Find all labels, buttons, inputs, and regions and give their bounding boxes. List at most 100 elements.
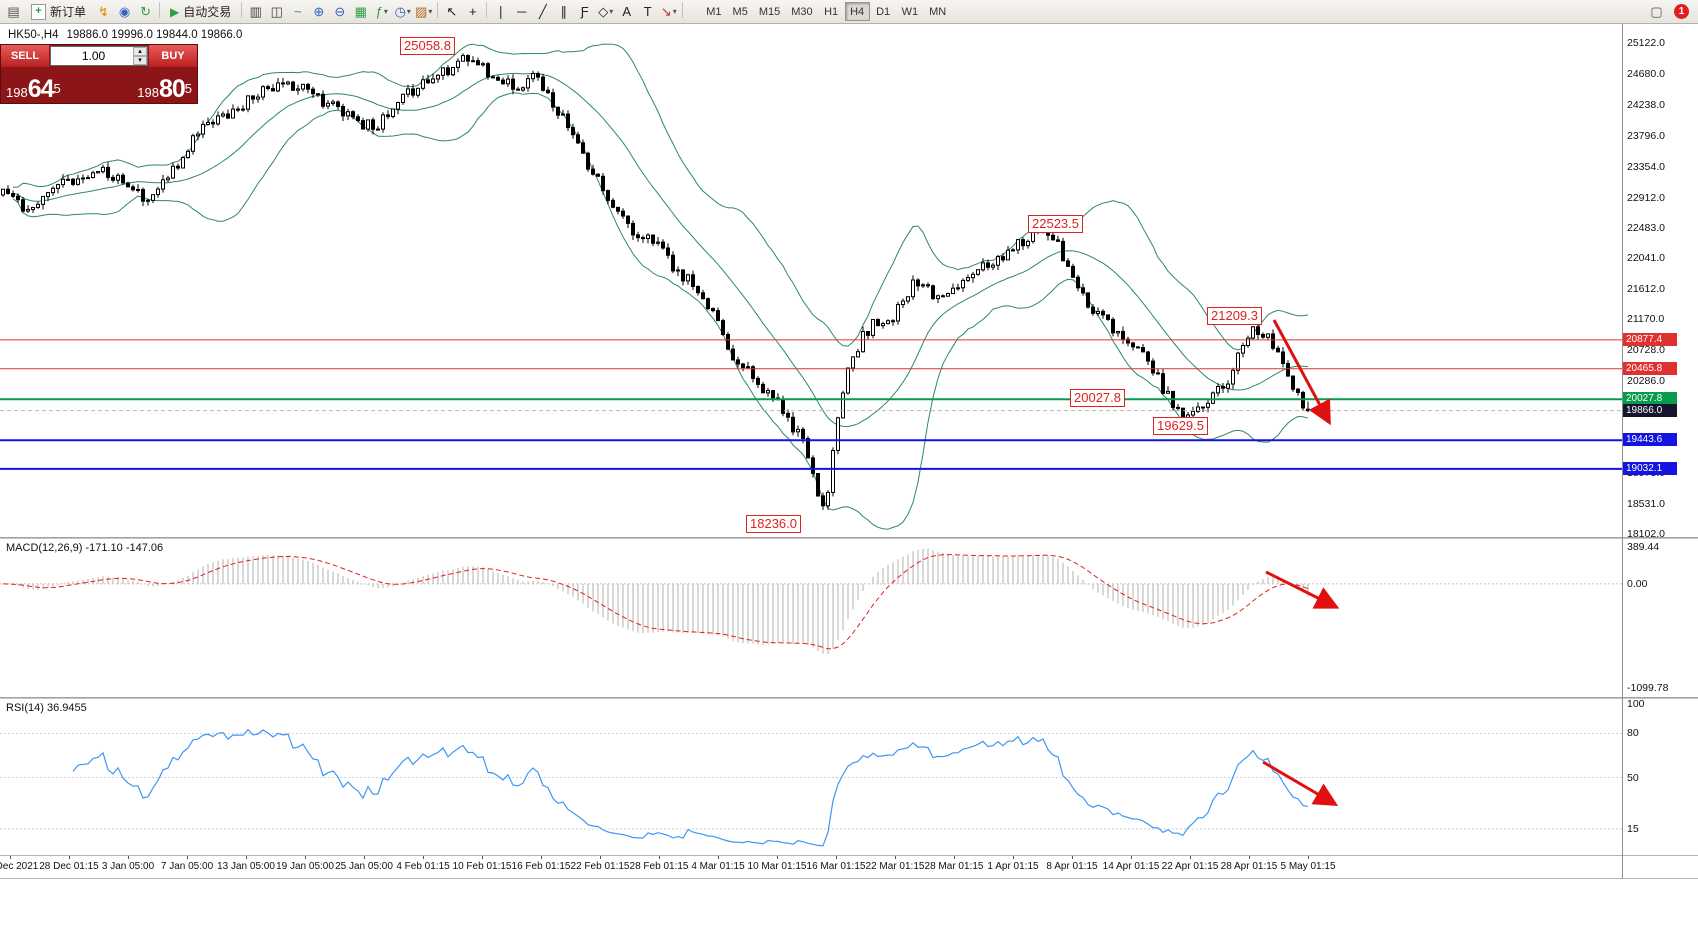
toolbar-separator	[241, 1, 243, 18]
toolbar-separator	[437, 1, 439, 18]
periods-icon[interactable]: ◷ ▾	[394, 3, 411, 19]
time-axis-label: 10 Mar 01:15	[747, 861, 807, 872]
time-axis-tick	[777, 856, 778, 859]
time-axis-tick	[836, 856, 837, 859]
time-axis-tick	[1072, 856, 1073, 859]
time-axis-border	[0, 878, 1698, 879]
time-axis-tick	[482, 856, 483, 859]
price-axis-border	[1622, 24, 1623, 879]
macd-panel: MACD(12,26,9) -171.10 -147.06	[0, 539, 1698, 697]
toolbar-right-cluster: ▢ 1	[1646, 2, 1695, 22]
time-axis-tick	[659, 856, 660, 859]
time-axis-label: 13 Jan 05:00	[217, 861, 275, 872]
label-icon[interactable]: T	[643, 4, 652, 19]
time-axis-tick	[69, 856, 70, 859]
candlestick-mode-icon[interactable]: ◫	[270, 3, 283, 19]
timeframe-w1-button[interactable]: W1	[897, 2, 924, 21]
volume-stepper: ▴ ▾	[133, 47, 147, 65]
dropdown-caret-icon: ▾	[406, 7, 411, 16]
zoom-out-icon[interactable]: ⊖	[334, 3, 346, 19]
time-axis-label: 25 Jan 05:00	[335, 861, 393, 872]
tile-windows-icon[interactable]: ▦	[354, 3, 367, 19]
volume-decrease-button[interactable]: ▾	[133, 56, 147, 65]
price-chart-canvas[interactable]	[0, 24, 1622, 537]
volume-increase-button[interactable]: ▴	[133, 47, 147, 56]
timeframe-h4-button[interactable]: H4	[844, 2, 870, 21]
text-icon[interactable]: A	[622, 4, 632, 19]
timeframe-m15-button[interactable]: M15	[754, 2, 785, 21]
volume-input[interactable]	[51, 47, 136, 65]
trendline-icon[interactable]: ╱	[538, 3, 547, 19]
panel-separator[interactable]	[0, 537, 1698, 539]
time-axis-tick	[187, 856, 188, 859]
time-axis-label: 22 Feb 01:15	[570, 861, 630, 872]
time-axis-tick	[128, 856, 129, 859]
autotrading-play-icon: ▶	[170, 4, 180, 19]
rsi-panel: RSI(14) 36.9455	[0, 699, 1698, 855]
timeframe-m5-button[interactable]: M5	[728, 2, 753, 21]
time-axis-tick	[541, 856, 542, 859]
time-axis-tick	[895, 856, 896, 859]
arrows-icon[interactable]: ↘ ▾	[660, 3, 677, 19]
panel-separator[interactable]	[0, 697, 1698, 699]
timeframe-mn-button[interactable]: MN	[924, 2, 951, 21]
lightning-icon[interactable]: ↯	[98, 3, 109, 19]
bar-chart-mode-icon[interactable]: ▥	[249, 3, 262, 19]
toolbar-separator	[159, 1, 161, 18]
trade-widget-top-row: SELL ▴ ▾ BUY	[1, 45, 197, 67]
accounts-icon[interactable]: ◉	[118, 3, 131, 19]
chart-ohlc-values: 19886.0 19996.0 19844.0 19866.0	[66, 29, 243, 41]
volume-field: ▴ ▾	[50, 46, 148, 66]
rsi-canvas[interactable]	[0, 699, 1622, 855]
shapes-icon[interactable]: ◇ ▾	[598, 3, 614, 19]
refresh-icon[interactable]: ↻	[140, 3, 151, 19]
time-axis-label: 16 Feb 01:15	[511, 861, 571, 872]
autotrading-label: 自动交易	[183, 5, 232, 19]
timeframe-m30-button[interactable]: M30	[786, 2, 817, 21]
time-axis-label: 22 Mar 01:15	[865, 861, 925, 872]
trade-widget-price-row: 198 64 5 198 80 5	[1, 67, 197, 103]
horizontal-line-icon[interactable]: ─	[517, 4, 527, 19]
zoom-in-icon[interactable]: ⊕	[313, 3, 325, 19]
time-axis-label: 4 Mar 01:15	[691, 861, 745, 872]
time-axis-tick	[1013, 856, 1014, 859]
symbol-chart-icon[interactable]: ▤	[7, 3, 20, 19]
time-axis-label: 8 Apr 01:15	[1046, 861, 1098, 872]
dropdown-caret-icon: ▾	[383, 7, 388, 16]
sell-price[interactable]: 198 64 5	[6, 75, 61, 103]
crosshair-icon[interactable]: +	[468, 4, 477, 19]
time-axis-tick	[10, 856, 11, 859]
timeframe-d1-button[interactable]: D1	[871, 2, 896, 21]
toolbar-separator	[682, 1, 684, 18]
new-order-label: 新订单	[50, 5, 87, 19]
templates-icon[interactable]: ▨ ▾	[415, 3, 433, 19]
macd-label: MACD(12,26,9) -171.10 -147.06	[6, 542, 164, 554]
autotrading-button[interactable]: ▶ 自动交易	[164, 2, 237, 22]
timeframe-m1-button[interactable]: M1	[701, 2, 726, 21]
time-axis-label: 5 May 01:15	[1280, 861, 1336, 872]
fibonacci-icon[interactable]: Ƒ	[580, 4, 589, 19]
time-axis-label: 28 Dec 01:15	[39, 861, 99, 872]
time-axis-label: 7 Jan 05:00	[160, 861, 214, 872]
vertical-line-icon[interactable]: ∣	[497, 3, 505, 19]
buy-button[interactable]: BUY	[149, 45, 197, 67]
time-axis-tick	[1249, 856, 1250, 859]
macd-canvas[interactable]	[0, 539, 1622, 697]
new-order-button[interactable]: + 新订单	[25, 2, 92, 22]
time-axis-tick	[600, 856, 601, 859]
line-chart-mode-icon[interactable]: ~	[293, 4, 302, 19]
cursor-icon[interactable]: ↖	[446, 3, 458, 19]
time-axis-tick	[1308, 856, 1309, 859]
time-axis-label: 10 Feb 01:15	[452, 861, 512, 872]
buy-price[interactable]: 198 80 5	[137, 75, 192, 103]
new-window-icon[interactable]: ▢	[1650, 3, 1663, 19]
channel-icon[interactable]: ∥	[560, 3, 568, 19]
sell-button[interactable]: SELL	[1, 45, 49, 67]
new-order-icon: +	[31, 3, 46, 20]
indicators-icon[interactable]: ƒ ▾	[375, 4, 388, 19]
notifications-badge[interactable]: 1	[1674, 4, 1689, 19]
timeframe-h1-button[interactable]: H1	[819, 2, 844, 21]
time-axis-tick	[954, 856, 955, 859]
